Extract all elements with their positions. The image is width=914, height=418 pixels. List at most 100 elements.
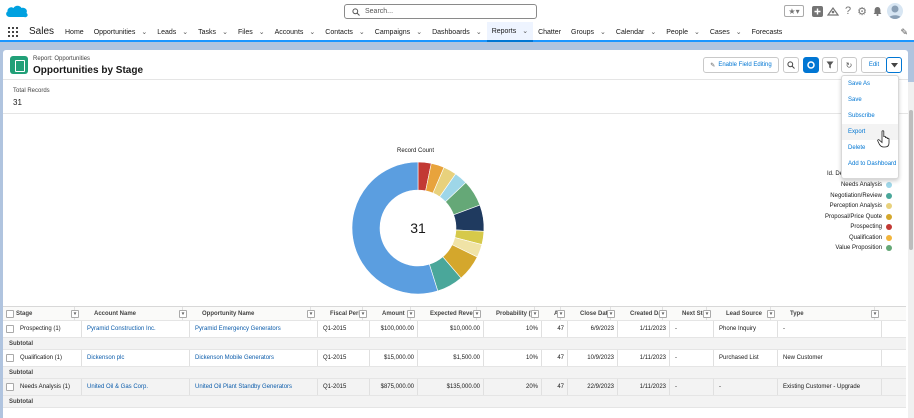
app-launcher-icon[interactable] <box>8 27 18 37</box>
subtotal-label: Subtotal <box>9 340 33 347</box>
nav-item-opportunities[interactable]: Opportunities ⌄ <box>89 22 153 42</box>
column-menu-chevron-down-icon[interactable]: ▾ <box>659 310 667 318</box>
global-search-input[interactable]: Search... <box>344 4 537 19</box>
nav-item-chatter[interactable]: Chatter <box>533 22 566 42</box>
row-checkbox[interactable] <box>6 383 14 391</box>
column-menu-chevron-down-icon[interactable]: ▾ <box>531 310 539 318</box>
nav-item-people[interactable]: People ⌄ <box>661 22 705 42</box>
divider <box>3 113 908 114</box>
nav-item-tasks[interactable]: Tasks ⌄ <box>193 22 233 42</box>
filter-button[interactable] <box>822 57 838 73</box>
row-checkbox[interactable] <box>6 325 14 333</box>
nav-item-reports[interactable]: Reports ⌄ <box>486 22 534 42</box>
nav-item-label: People <box>666 28 688 36</box>
column-menu-chevron-down-icon[interactable]: ▾ <box>557 310 565 318</box>
chevron-down-icon[interactable]: ⌄ <box>258 29 265 36</box>
column-menu-chevron-down-icon[interactable]: ▾ <box>179 310 187 318</box>
vertical-scrollbar[interactable] <box>908 82 914 418</box>
edit-button[interactable]: Edit <box>861 57 887 73</box>
nav-item-calendar[interactable]: Calendar ⌄ <box>611 22 661 42</box>
legend-title: Id. De... <box>827 171 849 177</box>
scrollbar-thumb[interactable] <box>909 110 913 250</box>
global-actions-plus-icon[interactable] <box>810 4 824 18</box>
trailhead-icon[interactable] <box>826 4 840 18</box>
table-cell[interactable]: Dickenson Mobile Generators <box>195 355 275 361</box>
chevron-down-icon[interactable]: ⌄ <box>475 29 482 36</box>
nav-item-cases[interactable]: Cases ⌄ <box>705 22 747 42</box>
salesforce-logo-icon[interactable] <box>4 3 30 20</box>
legend-color-dot <box>886 234 892 241</box>
column-menu-chevron-down-icon[interactable]: ▾ <box>703 310 711 318</box>
legend-item[interactable]: Prospecting <box>792 222 892 233</box>
legend-item[interactable]: Qualification <box>792 233 892 244</box>
nav-item-leads[interactable]: Leads ⌄ <box>152 22 193 42</box>
nav-item-label: Forecasts <box>751 28 783 36</box>
table-cell-wrapper: 47 <box>544 350 567 366</box>
menu-item-subscribe[interactable]: Subscribe <box>848 113 875 119</box>
menu-item-add-to-dashboard[interactable]: Add to Dashboard <box>848 161 897 167</box>
chevron-down-icon[interactable]: ⌄ <box>693 29 700 36</box>
menu-item-delete[interactable]: Delete <box>848 145 866 151</box>
nav-item-accounts[interactable]: Accounts ⌄ <box>270 22 321 42</box>
donut-chart[interactable]: 31 <box>348 158 488 298</box>
more-actions-dropdown-button[interactable] <box>886 57 902 73</box>
legend-item[interactable]: Value Proposition <box>792 243 892 254</box>
donut-slice[interactable] <box>351 161 439 295</box>
column-menu-chevron-down-icon[interactable]: ▾ <box>307 310 315 318</box>
chevron-down-icon[interactable]: ⌄ <box>182 29 189 36</box>
nav-item-forecasts[interactable]: Forecasts <box>747 22 788 42</box>
nav-item-groups[interactable]: Groups ⌄ <box>566 22 611 42</box>
table-cell[interactable]: Pyramid Construction Inc. <box>87 326 156 332</box>
row-checkbox[interactable] <box>6 354 14 362</box>
column-menu-chevron-down-icon[interactable]: ▾ <box>607 310 615 318</box>
column-menu-chevron-down-icon[interactable]: ▾ <box>767 310 775 318</box>
chevron-down-icon[interactable]: ⌄ <box>522 28 529 35</box>
table-cell[interactable]: United Oil Plant Standby Generators <box>195 384 293 390</box>
edit-nav-pencil-icon[interactable]: ✎ <box>900 27 908 37</box>
chevron-down-icon[interactable]: ⌄ <box>309 29 316 36</box>
search-report-button[interactable] <box>783 57 799 73</box>
app-navigation-bar: Sales Home Opportunities ⌄ Leads ⌄ Tasks ⌄ File… <box>0 22 914 42</box>
user-avatar[interactable] <box>887 3 903 19</box>
chevron-down-icon[interactable]: ⌄ <box>416 29 423 36</box>
nav-item-contacts[interactable]: Contacts ⌄ <box>320 22 370 42</box>
select-all-checkbox[interactable] <box>6 310 14 318</box>
chevron-down-icon[interactable]: ⌄ <box>650 29 657 36</box>
legend-item[interactable]: Perception Analysis <box>792 201 892 212</box>
nav-item-dashboards[interactable]: Dashboards ⌄ <box>427 22 487 42</box>
setup-gear-icon[interactable]: ⚙ <box>857 5 867 18</box>
refresh-button[interactable]: ↻ <box>841 57 857 73</box>
column-menu-chevron-down-icon[interactable]: ▾ <box>71 310 79 318</box>
menu-item-save[interactable]: Save <box>848 97 862 103</box>
chevron-down-icon[interactable]: ⌄ <box>735 29 742 36</box>
legend-item[interactable]: Negotiation/Review <box>792 191 892 202</box>
chevron-down-icon[interactable]: ⌄ <box>358 29 365 36</box>
breadcrumb[interactable]: Report: Opportunities <box>33 56 91 62</box>
chevron-down-icon[interactable]: ⌄ <box>600 29 606 36</box>
chevron-down-icon[interactable]: ⌄ <box>222 29 228 36</box>
nav-item-home[interactable]: Home <box>60 22 89 42</box>
menu-item-save-as[interactable]: Save As <box>848 81 871 87</box>
chart-toggle-button[interactable] <box>803 57 819 73</box>
favorites-star-icon[interactable]: ★▾ <box>784 5 804 17</box>
column-divider <box>669 321 670 337</box>
table-cell[interactable]: Dickenson plc <box>87 355 125 361</box>
legend-item[interactable]: Needs Analysis <box>792 180 892 191</box>
enable-field-editing-button[interactable]: ✎ Enable Field Editing <box>703 57 779 73</box>
nav-item-files[interactable]: Files ⌄ <box>233 22 270 42</box>
table-cell: 6/9/2023 <box>590 326 614 332</box>
legend-item[interactable]: Proposal/Price Quote <box>792 212 892 223</box>
table-cell: 1/11/2023 <box>639 384 666 390</box>
chevron-down-icon[interactable]: ⌄ <box>141 29 148 36</box>
column-menu-chevron-down-icon[interactable]: ▾ <box>871 310 879 318</box>
column-menu-chevron-down-icon[interactable]: ▾ <box>359 310 367 318</box>
nav-item-label: Opportunities <box>93 28 136 36</box>
help-icon[interactable]: ? <box>844 5 852 17</box>
column-menu-chevron-down-icon[interactable]: ▾ <box>473 310 481 318</box>
nav-item-campaigns[interactable]: Campaigns ⌄ <box>370 22 427 42</box>
notifications-bell-icon[interactable] <box>871 4 883 18</box>
table-cell[interactable]: Pyramid Emergency Generators <box>195 326 281 332</box>
column-menu-chevron-down-icon[interactable]: ▾ <box>407 310 415 318</box>
legend-label: Qualification <box>848 234 882 241</box>
table-cell[interactable]: United Oil & Gas Corp. <box>87 384 149 390</box>
